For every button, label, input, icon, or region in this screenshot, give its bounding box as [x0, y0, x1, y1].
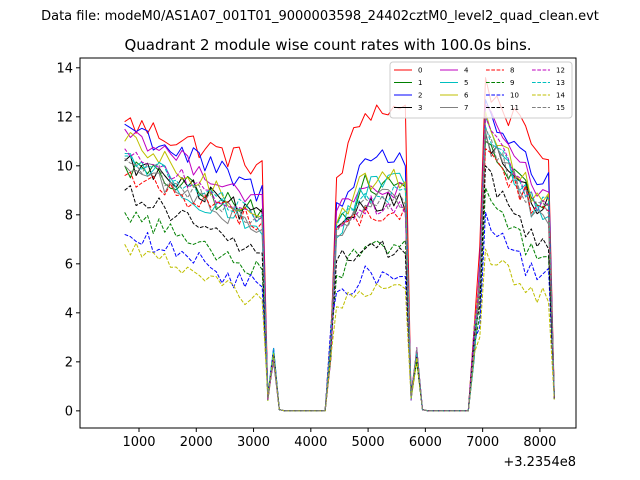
- x-tick-label: 6000: [409, 435, 442, 450]
- legend-label-3: 3: [418, 104, 422, 112]
- x-tick-label: 8000: [523, 435, 556, 450]
- x-tick-label: 2000: [180, 435, 213, 450]
- legend-label-4: 4: [464, 67, 469, 75]
- legend-label-5: 5: [464, 79, 468, 87]
- x-tick-label: 3000: [237, 435, 270, 450]
- y-tick-label: 8: [65, 208, 73, 223]
- series-line-9: [124, 187, 555, 412]
- legend-label-1: 1: [418, 79, 422, 87]
- chart-title: Quadrant 2 module wise count rates with …: [124, 36, 531, 54]
- y-tick-label: 2: [65, 355, 73, 370]
- series-line-13: [124, 126, 555, 412]
- y-tick-label: 10: [56, 159, 73, 174]
- y-tick-label: 4: [65, 306, 73, 321]
- legend-label-10: 10: [510, 92, 519, 100]
- legend-label-15: 15: [556, 104, 565, 112]
- legend-label-11: 11: [510, 104, 519, 112]
- y-tick-label: 12: [56, 110, 73, 125]
- series-line-14: [124, 242, 555, 412]
- series-line-11: [124, 165, 555, 412]
- legend-label-0: 0: [418, 67, 422, 75]
- series-line-15: [124, 128, 555, 412]
- x-tick-label: 4000: [294, 435, 327, 450]
- x-offset-label: +3.2354e8: [503, 455, 576, 470]
- series-layer: [124, 77, 555, 412]
- series-line-0: [124, 77, 555, 412]
- legend-label-12: 12: [556, 67, 565, 75]
- legend-label-2: 2: [418, 92, 422, 100]
- legend-label-9: 9: [510, 79, 514, 87]
- y-tick-label: 6: [65, 257, 73, 272]
- series-line-10: [124, 211, 555, 412]
- x-tick-label: 7000: [466, 435, 499, 450]
- figure-suptitle: Data file: modeM0/AS1A07_001T01_90000035…: [41, 9, 599, 24]
- x-tick-label: 1000: [122, 435, 155, 450]
- y-tick-label: 14: [56, 61, 73, 76]
- axis-ticks: 1000 2000 3000 4000 5000 6000 7000 800002468101…: [56, 61, 556, 450]
- legend-label-7: 7: [464, 104, 468, 112]
- axes-frame: [79, 57, 577, 429]
- legend-box: [389, 61, 573, 119]
- x-tick-label: 5000: [352, 435, 385, 450]
- legend-label-14: 14: [556, 92, 565, 100]
- legend-label-13: 13: [556, 79, 565, 87]
- legend-label-6: 6: [464, 92, 469, 100]
- y-tick-label: 0: [65, 404, 73, 419]
- legend-label-8: 8: [510, 67, 514, 75]
